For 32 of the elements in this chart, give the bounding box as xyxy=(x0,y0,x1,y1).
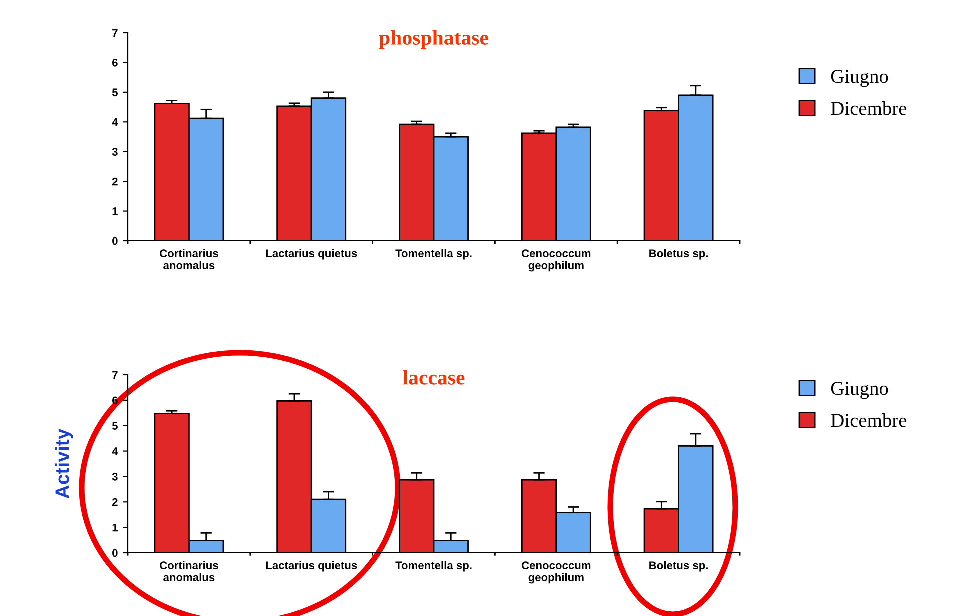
x-tick-label: Cortinarius anomalus xyxy=(160,249,218,270)
y-tick-label: 2 xyxy=(112,178,118,186)
y-tick-label: 0 xyxy=(112,237,118,246)
x-tick-label: Tomentella sp. xyxy=(396,249,472,260)
y-tick-label: 4 xyxy=(112,118,118,126)
y-tick-label: 0 xyxy=(112,549,118,558)
y-tick-label: 2 xyxy=(112,498,118,506)
legend-label: Dicembre xyxy=(831,414,907,428)
legend-label: Dicembre xyxy=(831,102,907,116)
y-tick-label: 4 xyxy=(112,448,118,456)
chart-title: laccase xyxy=(403,370,465,385)
y-tick-label: 5 xyxy=(112,88,118,97)
y-axis-title: Activity xyxy=(55,428,74,499)
legend-label: Giugno xyxy=(831,70,888,88)
y-tick-label: 6 xyxy=(112,58,118,67)
y-tick-label: 7 xyxy=(112,371,118,380)
x-tick-label: Boletus sp. xyxy=(650,561,708,572)
x-tick-label: Tomentella sp. xyxy=(396,561,472,572)
y-tick-label: 7 xyxy=(112,29,118,38)
x-tick-label: Lactarius quietus xyxy=(266,561,358,572)
y-tick-label: 3 xyxy=(112,148,118,156)
y-tick-label: 5 xyxy=(112,422,118,430)
x-tick-label: Lactarius quietus xyxy=(266,249,358,260)
legend-label: Giugno xyxy=(831,382,888,400)
y-tick-label: 1 xyxy=(112,208,118,216)
x-tick-label: Boletus sp. xyxy=(650,249,708,260)
y-tick-label: 3 xyxy=(112,472,118,481)
chart-title: phosphatase xyxy=(379,30,488,50)
x-tick-label: Cortinarius anomalus xyxy=(160,561,218,582)
y-tick-label: 1 xyxy=(112,524,118,532)
x-tick-label: Cenococcum geophilum xyxy=(522,562,591,584)
x-tick-label: Cenococcum geophilum xyxy=(522,250,591,272)
